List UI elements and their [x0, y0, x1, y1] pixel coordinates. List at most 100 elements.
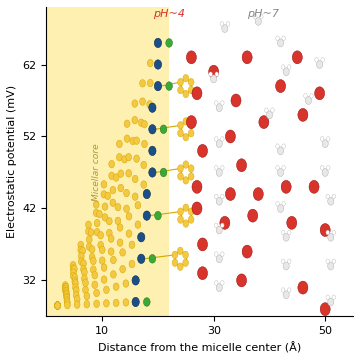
Circle shape [93, 209, 99, 217]
Circle shape [141, 181, 147, 188]
Circle shape [55, 302, 60, 309]
Circle shape [78, 252, 84, 260]
Circle shape [198, 267, 208, 280]
Circle shape [55, 302, 60, 309]
Circle shape [166, 82, 172, 90]
Circle shape [326, 295, 329, 300]
Circle shape [188, 165, 194, 172]
Circle shape [93, 201, 99, 208]
Circle shape [74, 296, 80, 303]
Circle shape [149, 255, 156, 263]
Circle shape [123, 205, 130, 212]
Circle shape [147, 101, 153, 108]
Circle shape [276, 202, 279, 206]
Circle shape [126, 170, 132, 177]
Circle shape [183, 220, 189, 227]
Circle shape [209, 72, 212, 77]
Circle shape [322, 168, 328, 176]
Circle shape [188, 208, 194, 215]
Circle shape [177, 165, 183, 172]
Circle shape [215, 280, 218, 285]
Circle shape [73, 279, 78, 287]
Circle shape [177, 247, 183, 255]
Circle shape [55, 302, 60, 309]
Circle shape [123, 189, 130, 197]
Circle shape [332, 230, 336, 235]
Circle shape [183, 177, 189, 184]
Circle shape [154, 81, 162, 91]
Circle shape [120, 249, 126, 256]
Circle shape [282, 202, 285, 206]
Circle shape [332, 259, 336, 264]
Circle shape [222, 24, 228, 32]
Circle shape [188, 173, 194, 180]
Circle shape [216, 255, 222, 263]
Circle shape [126, 213, 132, 220]
Circle shape [55, 302, 60, 309]
Circle shape [117, 224, 123, 231]
Circle shape [70, 265, 76, 272]
Circle shape [281, 288, 285, 292]
Circle shape [71, 269, 76, 276]
Circle shape [211, 75, 217, 83]
Circle shape [63, 285, 68, 293]
Circle shape [123, 299, 129, 306]
Circle shape [64, 299, 70, 306]
Circle shape [94, 219, 100, 227]
Circle shape [132, 297, 139, 307]
Circle shape [122, 156, 127, 163]
Circle shape [132, 276, 139, 285]
Circle shape [328, 233, 334, 241]
Circle shape [226, 22, 230, 26]
Circle shape [320, 303, 330, 316]
Circle shape [221, 223, 224, 228]
Circle shape [81, 275, 87, 282]
Circle shape [183, 134, 189, 141]
Circle shape [215, 252, 218, 256]
Circle shape [73, 292, 79, 299]
Circle shape [117, 153, 122, 161]
Circle shape [221, 101, 224, 105]
Circle shape [89, 253, 95, 261]
Circle shape [129, 241, 135, 248]
Circle shape [298, 108, 308, 121]
Circle shape [154, 38, 162, 48]
Text: Micellar core: Micellar core [92, 144, 101, 201]
Circle shape [92, 271, 98, 279]
Circle shape [81, 260, 86, 267]
Circle shape [99, 257, 105, 264]
Circle shape [103, 286, 109, 293]
Circle shape [140, 98, 145, 105]
Circle shape [55, 302, 60, 309]
Circle shape [216, 197, 222, 205]
X-axis label: Distance from the micelle center (Å): Distance from the micelle center (Å) [98, 342, 301, 353]
Circle shape [315, 58, 318, 62]
Circle shape [98, 241, 104, 249]
Circle shape [287, 259, 291, 264]
Circle shape [328, 262, 334, 270]
Circle shape [149, 125, 156, 134]
Circle shape [135, 221, 141, 228]
Circle shape [92, 281, 98, 288]
Polygon shape [46, 7, 169, 316]
Circle shape [253, 14, 257, 19]
Circle shape [282, 144, 285, 148]
Circle shape [118, 184, 124, 192]
Circle shape [215, 137, 218, 141]
Circle shape [225, 130, 235, 143]
Circle shape [177, 263, 183, 270]
Circle shape [198, 238, 208, 251]
Circle shape [147, 79, 153, 87]
Circle shape [282, 166, 285, 170]
Circle shape [186, 51, 197, 64]
Circle shape [172, 259, 178, 266]
Circle shape [86, 228, 91, 235]
Circle shape [282, 36, 285, 41]
Circle shape [138, 119, 144, 126]
Circle shape [215, 166, 218, 170]
Circle shape [177, 78, 183, 86]
Circle shape [177, 130, 183, 137]
Circle shape [81, 266, 86, 273]
Circle shape [248, 209, 258, 222]
Circle shape [78, 246, 84, 254]
